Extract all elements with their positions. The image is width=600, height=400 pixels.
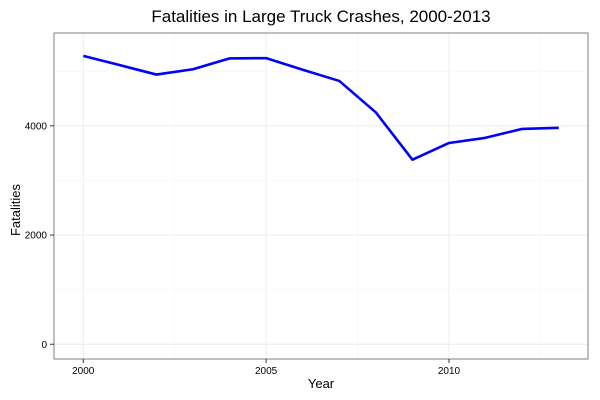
x-tick-label: 2005	[255, 366, 278, 377]
panel-border	[53, 32, 589, 360]
y-tick-label: 2000	[25, 231, 48, 242]
data-layer	[82, 54, 559, 161]
y-axis-label: Fatalities	[8, 183, 23, 236]
series-line	[82, 54, 559, 161]
x-axis-label: Year	[308, 376, 335, 391]
axis-ticks: 2000 2005 2010 0 2000 4000	[25, 121, 461, 377]
x-tick-label: 2000	[72, 366, 95, 377]
grid	[54, 33, 588, 359]
x-tick-label: 2010	[438, 366, 461, 377]
y-tick-label: 0	[41, 340, 47, 351]
y-tick-label: 4000	[25, 121, 48, 132]
chart-title: Fatalities in Large Truck Crashes, 2000-…	[151, 7, 490, 26]
